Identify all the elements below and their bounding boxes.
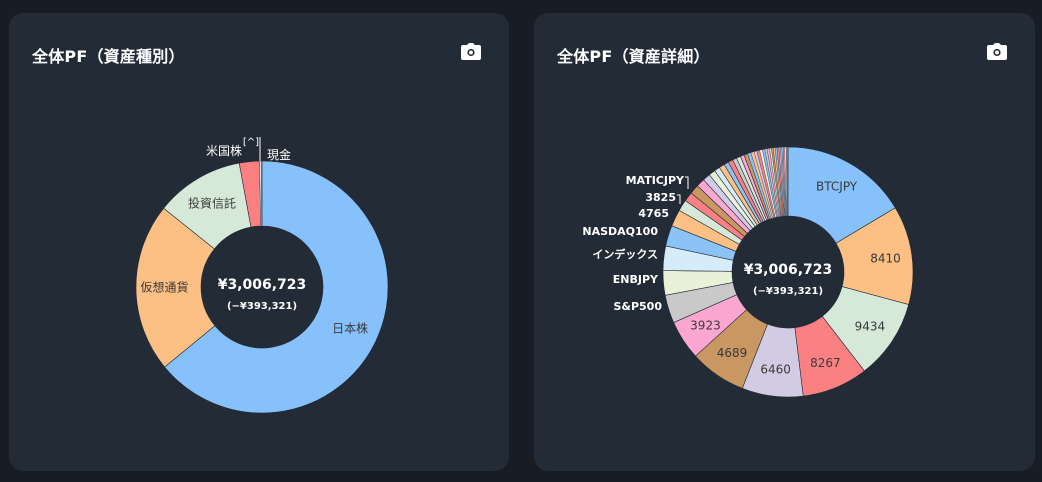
slice-label: BTCJPY [816,179,858,193]
slice-label-outside: [^] [243,137,259,148]
slice-label: 8410 [870,251,901,265]
slice-label-outside: ENBJPY [613,273,659,286]
slice-label: 日本株 [332,321,368,336]
slice-label-outside: 3825 [645,191,676,204]
card-title: 全体PF（資産詳細） [557,47,710,66]
slice-label: 仮想通貨 [140,280,188,295]
donut-slice-日本株[interactable] [164,160,389,414]
donut-slices [135,160,389,414]
slice-label-outside: S&P500 [613,300,662,313]
slice-label: 8267 [810,356,841,370]
slice-label-outside: 4765 [638,207,669,220]
center-change: (−¥393,321) [227,301,297,312]
center-total: ¥3,006,723 [744,262,833,278]
slice-label-outside: 現金 [267,147,291,162]
slice-label: 3923 [690,319,721,333]
donut-slice[interactable] [786,146,789,217]
camera-icon[interactable] [461,43,481,60]
slice-label: 4689 [717,346,748,360]
leader-line [685,176,689,189]
center-total: ¥3,006,723 [218,277,307,293]
card-title: 全体PF（資産種別） [32,47,185,66]
leader-line [677,194,681,204]
asset-type-donut-chart: 日本株 仮想通貨 投資信託 米国株[^] 現金 ¥3,006,723 (−¥393,321) [135,137,389,414]
slice-label: 投資信託 [188,195,236,210]
slice-label-outside: MATICJPY [626,174,685,187]
donut-slice-現金[interactable] [261,160,263,227]
donut-slice-仮想通貨[interactable] [135,207,216,368]
slice-label-outside: 米国株 [206,143,242,158]
asset-detail-card: 全体PF（資産詳細） BTCJPY 8410 9434 8267 6460 4689 392… [534,13,1035,471]
slice-label: 9434 [855,320,886,334]
camera-icon[interactable] [987,43,1007,60]
slice-label: 6460 [760,363,791,377]
asset-type-card: 全体PF（資産種別） 日本株 仮想通貨 投資信託 米国株 [^] 現金 ¥3,006,723… [9,13,509,471]
asset-detail-donut-chart: BTCJPY 8410 9434 8267 6460 4689 3923 S&P500 ENBJ… [582,146,914,398]
slice-label-outside: NASDAQ100 [582,225,658,238]
slice-label-outside: インデックス [592,247,658,261]
donut-slices [662,146,914,398]
center-change: (−¥393,321) [753,286,823,297]
